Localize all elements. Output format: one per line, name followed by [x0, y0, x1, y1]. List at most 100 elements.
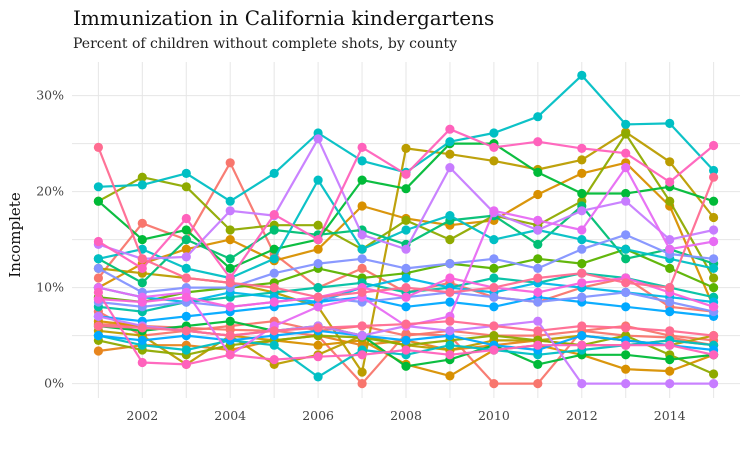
data-point	[709, 273, 719, 283]
data-point	[401, 169, 411, 179]
data-point	[621, 196, 631, 206]
data-point	[137, 254, 147, 264]
data-point	[533, 112, 543, 122]
data-point	[401, 244, 411, 254]
data-point	[401, 329, 411, 339]
y-axis-title: Incomplete	[6, 192, 24, 278]
data-point	[621, 278, 631, 288]
data-point	[181, 311, 191, 321]
chart-title: Immunization in California kindergartens	[73, 6, 495, 30]
data-point	[533, 254, 543, 264]
data-point	[181, 225, 191, 235]
data-point	[709, 236, 719, 247]
data-point	[401, 345, 411, 355]
data-point	[401, 215, 411, 225]
data-point	[533, 297, 543, 307]
data-point	[401, 283, 411, 293]
data-point	[665, 157, 675, 167]
data-point	[577, 188, 587, 199]
data-point	[137, 357, 147, 368]
data-point	[445, 137, 455, 147]
data-point	[533, 316, 543, 326]
data-point	[445, 371, 455, 381]
data-point	[709, 196, 719, 206]
data-point	[181, 182, 191, 192]
data-point	[665, 244, 675, 254]
data-point	[225, 254, 235, 264]
data-point	[621, 244, 631, 254]
data-point	[665, 196, 675, 206]
data-point	[225, 235, 235, 245]
data-point	[577, 292, 587, 302]
series	[93, 134, 719, 264]
series	[93, 142, 719, 302]
data-point	[577, 206, 587, 216]
data-point	[93, 236, 103, 247]
data-point	[533, 326, 543, 336]
data-point	[357, 379, 367, 389]
data-point	[445, 273, 455, 283]
data-point	[665, 379, 675, 389]
series-layer	[93, 70, 719, 389]
data-point	[269, 326, 279, 336]
data-point	[313, 235, 323, 245]
data-point	[313, 292, 323, 302]
x-tick-label: 2008	[390, 408, 422, 423]
data-point	[181, 292, 191, 302]
data-point	[401, 302, 411, 312]
data-point	[445, 340, 455, 350]
data-point	[181, 326, 191, 336]
data-point	[269, 297, 279, 307]
data-point	[709, 212, 719, 223]
series	[93, 244, 719, 307]
data-point	[93, 346, 103, 356]
data-point	[533, 215, 543, 225]
data-point	[621, 163, 631, 173]
data-point	[181, 213, 191, 224]
data-point	[577, 155, 587, 165]
data-point	[93, 331, 103, 341]
data-point	[269, 210, 279, 220]
data-point	[533, 287, 543, 297]
data-point	[313, 175, 323, 185]
data-point	[621, 230, 631, 240]
data-point	[445, 163, 455, 173]
data-point	[709, 172, 719, 182]
data-point	[489, 128, 499, 138]
data-point	[181, 345, 191, 355]
data-point	[489, 235, 499, 245]
data-point	[577, 225, 587, 235]
data-point	[137, 235, 147, 245]
data-point	[445, 350, 455, 360]
data-point	[357, 201, 367, 211]
data-point	[533, 239, 543, 249]
data-point	[93, 273, 103, 283]
data-point	[357, 156, 367, 166]
series	[93, 287, 719, 369]
data-point	[93, 287, 103, 297]
data-point	[313, 283, 323, 293]
data-point	[225, 225, 235, 235]
data-point	[269, 254, 279, 264]
data-point	[621, 302, 631, 312]
data-point	[621, 323, 631, 333]
data-point	[401, 263, 411, 273]
data-point	[401, 143, 411, 153]
data-point	[269, 283, 279, 293]
data-point	[577, 70, 587, 80]
data-point	[577, 235, 587, 245]
data-point	[137, 323, 147, 333]
data-point	[665, 118, 675, 128]
data-point	[489, 379, 499, 389]
data-point	[709, 225, 719, 235]
data-point	[357, 142, 367, 152]
data-point	[445, 235, 455, 245]
data-point	[357, 254, 367, 264]
data-point	[269, 168, 279, 178]
data-point	[181, 244, 191, 254]
x-tick-label: 2012	[566, 408, 598, 423]
data-point	[93, 254, 103, 264]
data-point	[621, 254, 631, 264]
data-point	[93, 311, 103, 321]
